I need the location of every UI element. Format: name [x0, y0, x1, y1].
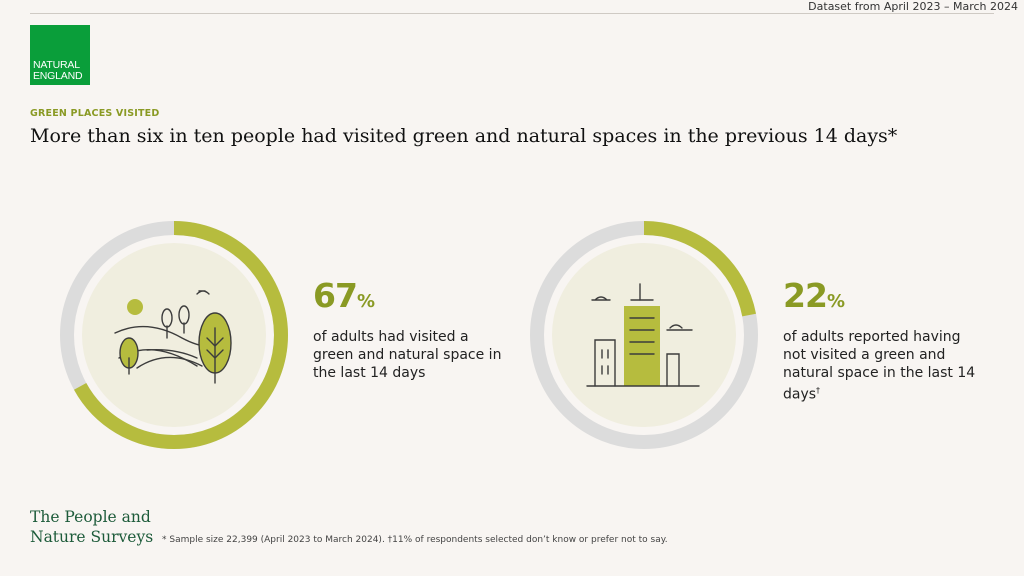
stat-not-visited-description: of adults reported having not visited a …	[783, 328, 983, 404]
people-nature-surveys-brand: The People and Nature Surveys	[30, 507, 153, 547]
header-divider	[30, 13, 994, 14]
donut-chart-visited	[60, 221, 288, 449]
dataset-date-range: Dataset from April 2023 – March 2024	[808, 0, 1018, 13]
ring-progress-not-visited	[530, 221, 758, 449]
stat-not-visited: 22% of adults reported having not visite…	[783, 278, 983, 404]
landscape-trees-icon	[114, 290, 232, 384]
footnote-dagger: †	[816, 386, 821, 395]
section-kicker: GREEN PLACES VISITED	[30, 108, 160, 119]
stat-visited: 67% of adults had visited a green and na…	[313, 278, 503, 382]
stat-visited-description: of adults had visited a green and natura…	[313, 329, 502, 381]
brand-line2: Nature Surveys	[30, 528, 154, 546]
city-buildings-icon	[586, 283, 700, 387]
stat-not-visited-value: 22%	[783, 278, 983, 320]
donut-chart-not-visited	[530, 221, 758, 449]
stat-not-visited-unit: %	[826, 291, 845, 312]
stat-not-visited-text: of adults reported having not visited a …	[783, 329, 976, 403]
logo-line2: ENGLAND	[33, 70, 83, 82]
stat-visited-number: 67	[313, 276, 358, 315]
sample-size-footnote: * Sample size 22,399 (April 2023 to Marc…	[162, 535, 668, 545]
ring-progress-visited	[60, 221, 288, 449]
stat-not-visited-number: 22	[783, 276, 828, 315]
natural-england-logo: NATURAL ENGLAND	[30, 25, 90, 85]
stat-visited-unit: %	[356, 291, 375, 312]
ring-inner	[82, 243, 266, 427]
logo-line1: NATURAL	[33, 59, 80, 71]
stat-visited-value: 67%	[313, 278, 503, 320]
page-title: More than six in ten people had visited …	[30, 125, 898, 147]
brand-line1: The People and	[30, 508, 151, 526]
